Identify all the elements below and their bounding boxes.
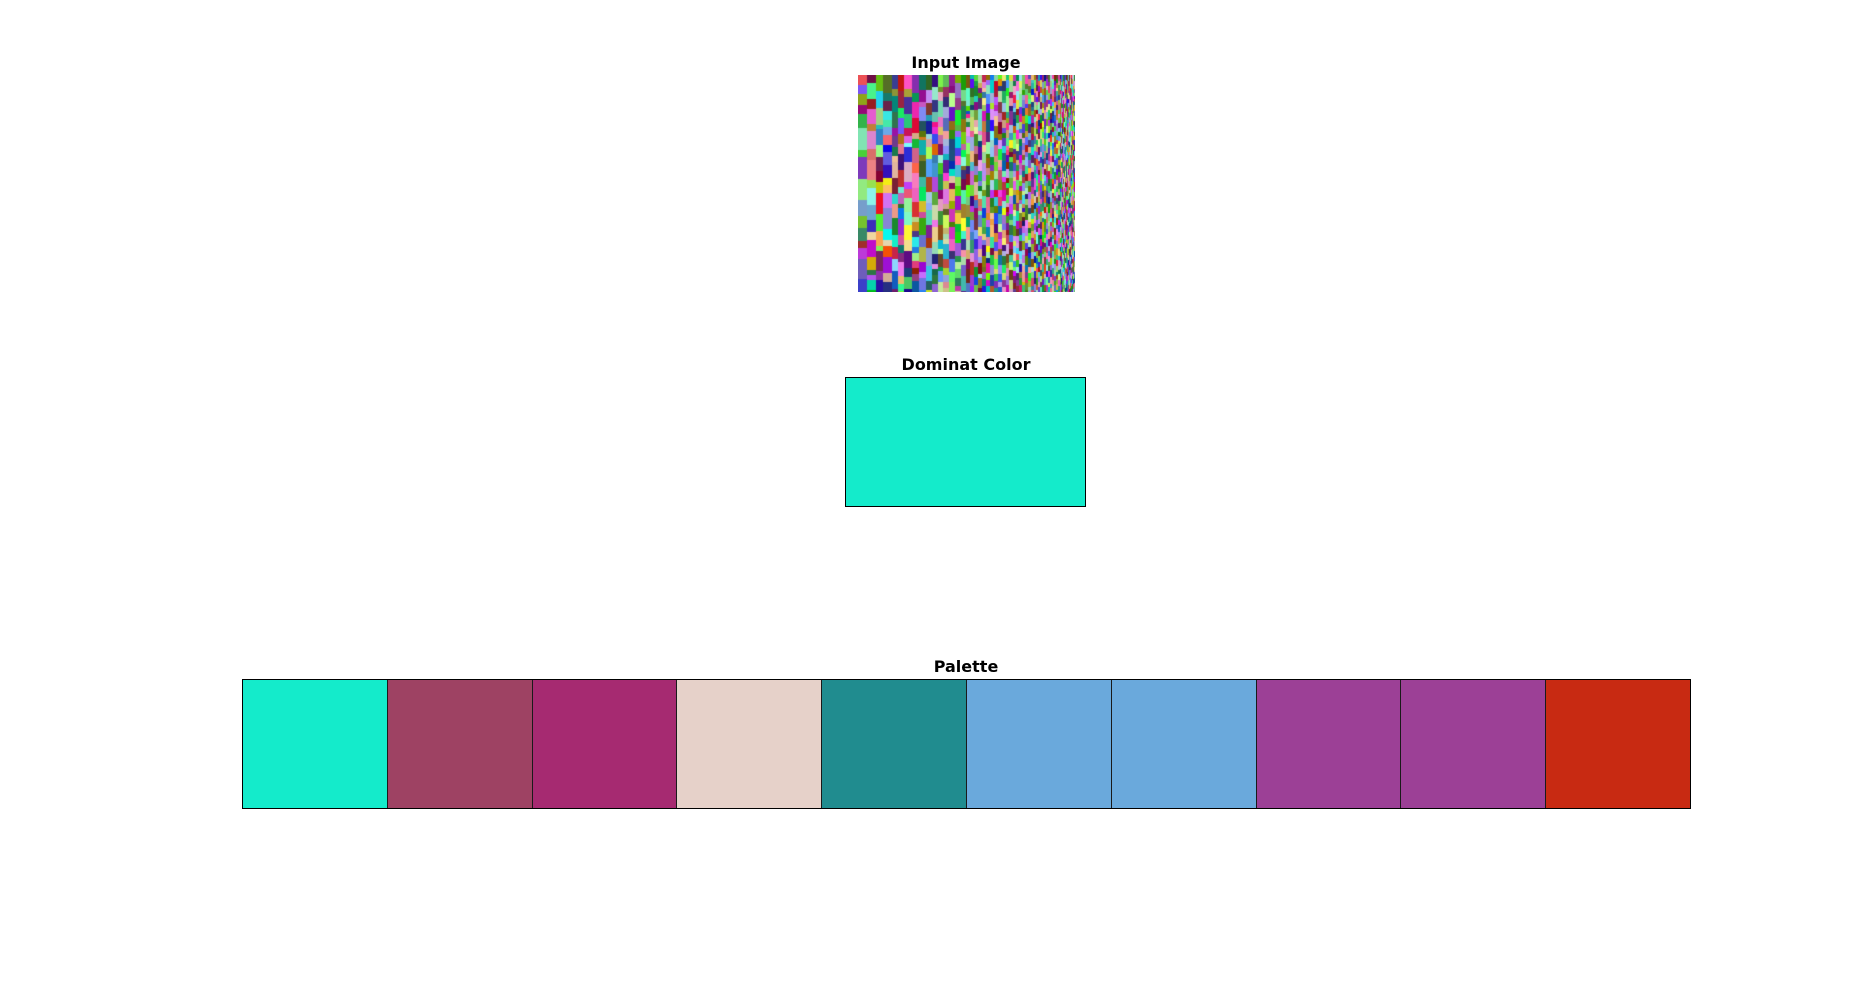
palette-swatch (1256, 680, 1402, 808)
input-image-title: Input Image (911, 53, 1021, 72)
dominant-color-swatch (845, 377, 1086, 507)
palette-swatch (1401, 680, 1547, 808)
dominant-color-title: Dominat Color (901, 355, 1031, 374)
palette-swatch (532, 680, 678, 808)
palette-swatch (1111, 680, 1257, 808)
palette-swatch (387, 680, 533, 808)
palette-title: Palette (933, 657, 999, 676)
input-image (858, 75, 1075, 292)
palette-swatch (966, 680, 1112, 808)
palette-swatch (677, 680, 823, 808)
palette-swatch (822, 680, 967, 808)
palette-swatch (1546, 680, 1690, 808)
palette-strip (242, 679, 1691, 809)
palette-swatch (243, 680, 388, 808)
